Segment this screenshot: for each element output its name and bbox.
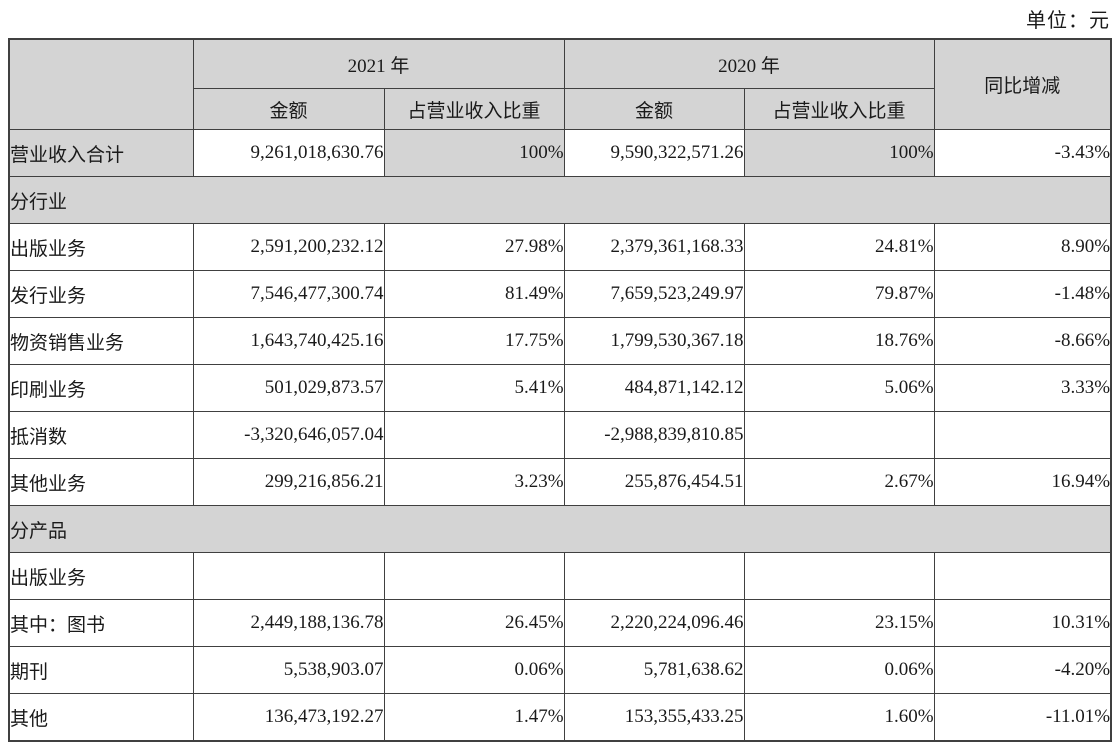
pct-2021-cell: 100%: [383, 129, 565, 177]
yoy-cell: -1.48%: [933, 270, 1112, 318]
pct-2020-cell: 24.81%: [743, 223, 935, 271]
amount-2020-cell: -2,988,839,810.85: [563, 411, 745, 459]
table-row: 印刷业务 501,029,873.57 5.41% 484,871,142.12 5.0…: [8, 364, 1112, 412]
pct-2020-cell: 1.60%: [743, 693, 935, 742]
table-row: 出版业务 2,591,200,232.12 27.98% 2,379,361,168.…: [8, 223, 1112, 271]
table-row: 物资销售业务 1,643,740,425.16 17.75% 1,799,530,36…: [8, 317, 1112, 365]
amount-2021-cell: 9,261,018,630.76: [192, 129, 385, 177]
amount-2021-header: 金额: [192, 88, 385, 130]
yoy-cell: -11.01%: [933, 693, 1112, 742]
section-label-cell: 分行业: [8, 176, 1112, 224]
table-row: 其他业务 299,216,856.21 3.23% 255,876,454.51 2.6…: [8, 458, 1112, 506]
table-row: 期刊 5,538,903.07 0.06% 5,781,638.62 0.06% -4.2…: [8, 646, 1112, 694]
revenue-breakdown-table: 2021 年 2020 年 同比增减 金额 占营业收入比重 金额 占营业收入比重…: [8, 38, 1113, 742]
amount-2021-cell: 7,546,477,300.74: [192, 270, 385, 318]
yoy-cell: -3.43%: [933, 129, 1112, 177]
header-row-metrics: 金额 占营业收入比重 金额 占营业收入比重: [9, 88, 1111, 130]
yoy-cell: [933, 552, 1112, 600]
amount-2020-cell: 153,355,433.25: [563, 693, 745, 742]
section-label-cell: 分产品: [8, 505, 1112, 553]
amount-2021-cell: 501,029,873.57: [192, 364, 385, 412]
pct-2021-cell: 27.98%: [383, 223, 565, 271]
pct-2020-header: 占营业收入比重: [743, 88, 935, 130]
corner-blank-cell: [8, 38, 194, 130]
amount-2020-header: 金额: [563, 88, 745, 130]
table-row: 其他 136,473,192.27 1.47% 153,355,433.25 1.60%…: [8, 693, 1112, 742]
section-row: 分产品: [8, 505, 1112, 553]
yoy-cell: -4.20%: [933, 646, 1112, 694]
pct-2020-cell: 23.15%: [743, 599, 935, 647]
table-row: 出版业务: [8, 552, 1112, 600]
year-2021-header: 2021 年: [192, 38, 565, 89]
amount-2021-cell: 2,449,188,136.78: [192, 599, 385, 647]
amount-2021-cell: 5,538,903.07: [192, 646, 385, 694]
yoy-cell: 10.31%: [933, 599, 1112, 647]
row-label-cell: 其他业务: [8, 458, 194, 506]
amount-2020-cell: 7,659,523,249.97: [563, 270, 745, 318]
amount-2020-cell: 5,781,638.62: [563, 646, 745, 694]
table-body: 营业收入合计 9,261,018,630.76 100% 9,590,322,571.…: [8, 129, 1112, 742]
pct-2020-cell: 18.76%: [743, 317, 935, 365]
pct-2021-cell: 17.75%: [383, 317, 565, 365]
pct-2021-header: 占营业收入比重: [383, 88, 565, 130]
amount-2021-cell: -3,320,646,057.04: [192, 411, 385, 459]
row-label-cell: 其中：图书: [8, 599, 194, 647]
pct-2021-cell: 5.41%: [383, 364, 565, 412]
pct-2021-cell: [383, 552, 565, 600]
amount-2020-cell: 2,379,361,168.33: [563, 223, 745, 271]
row-label-cell: 印刷业务: [8, 364, 194, 412]
section-row: 分行业: [8, 176, 1112, 224]
unit-label: 单位：元: [1026, 10, 1110, 32]
amount-2021-cell: [192, 552, 385, 600]
pct-2020-cell: 79.87%: [743, 270, 935, 318]
row-label-cell: 营业收入合计: [8, 129, 194, 177]
pct-2020-cell: [743, 411, 935, 459]
pct-2021-cell: 26.45%: [383, 599, 565, 647]
amount-2021-cell: 299,216,856.21: [192, 458, 385, 506]
amount-2020-cell: 9,590,322,571.26: [563, 129, 745, 177]
amount-2020-cell: 1,799,530,367.18: [563, 317, 745, 365]
amount-2020-cell: 255,876,454.51: [563, 458, 745, 506]
yoy-cell: -8.66%: [933, 317, 1112, 365]
row-label-cell: 抵消数: [8, 411, 194, 459]
yoy-cell: 3.33%: [933, 364, 1112, 412]
row-label-cell: 出版业务: [8, 223, 194, 271]
yoy-cell: 8.90%: [933, 223, 1112, 271]
table-row: 抵消数 -3,320,646,057.04 -2,988,839,810.85: [8, 411, 1112, 459]
amount-2020-cell: [563, 552, 745, 600]
table-row: 营业收入合计 9,261,018,630.76 100% 9,590,322,571.…: [8, 129, 1112, 177]
row-label-cell: 期刊: [8, 646, 194, 694]
yoy-change-header: 同比增减: [933, 38, 1112, 130]
amount-2020-cell: 2,220,224,096.46: [563, 599, 745, 647]
table-row: 其中：图书 2,449,188,136.78 26.45% 2,220,224,096…: [8, 599, 1112, 647]
year-2020-header: 2020 年: [563, 38, 935, 89]
row-label-cell: 发行业务: [8, 270, 194, 318]
pct-2020-cell: 0.06%: [743, 646, 935, 694]
amount-2021-cell: 1,643,740,425.16: [192, 317, 385, 365]
amount-2020-cell: 484,871,142.12: [563, 364, 745, 412]
pct-2021-cell: 1.47%: [383, 693, 565, 742]
pct-2020-cell: 5.06%: [743, 364, 935, 412]
pct-2020-cell: 2.67%: [743, 458, 935, 506]
yoy-cell: 16.94%: [933, 458, 1112, 506]
row-label-cell: 出版业务: [8, 552, 194, 600]
header-row-years: 2021 年 2020 年 同比增减: [8, 38, 1112, 130]
row-label-cell: 其他: [8, 693, 194, 742]
amount-2021-cell: 2,591,200,232.12: [192, 223, 385, 271]
amount-2021-cell: 136,473,192.27: [192, 693, 385, 742]
yoy-cell: [933, 411, 1112, 459]
pct-2021-cell: 3.23%: [383, 458, 565, 506]
pct-2020-cell: 100%: [743, 129, 935, 177]
pct-2021-cell: [383, 411, 565, 459]
row-label-cell: 物资销售业务: [8, 317, 194, 365]
pct-2021-cell: 81.49%: [383, 270, 565, 318]
pct-2021-cell: 0.06%: [383, 646, 565, 694]
pct-2020-cell: [743, 552, 935, 600]
table-row: 发行业务 7,546,477,300.74 81.49% 7,659,523,249.…: [8, 270, 1112, 318]
table-header: 2021 年 2020 年 同比增减 金额 占营业收入比重 金额 占营业收入比重: [8, 38, 1112, 130]
